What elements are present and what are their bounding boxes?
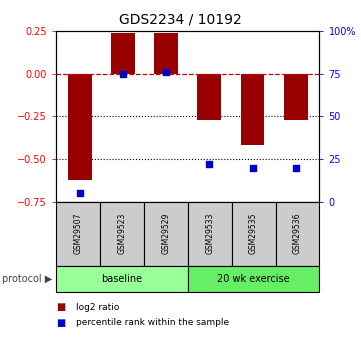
Bar — [154, 33, 178, 74]
Text: ■: ■ — [56, 318, 65, 327]
Text: GSM29536: GSM29536 — [293, 213, 302, 255]
Text: log2 ratio: log2 ratio — [76, 303, 119, 312]
Point — [206, 161, 212, 167]
Text: GSM29529: GSM29529 — [161, 213, 170, 254]
Bar — [68, 74, 92, 180]
Bar — [197, 74, 221, 120]
Text: GDS2234 / 10192: GDS2234 / 10192 — [119, 12, 242, 26]
Text: 20 wk exercise: 20 wk exercise — [217, 274, 290, 284]
Bar — [241, 74, 264, 146]
Text: percentile rank within the sample: percentile rank within the sample — [76, 318, 229, 327]
Point — [250, 165, 256, 170]
Point — [293, 165, 299, 170]
Text: GSM29523: GSM29523 — [117, 213, 126, 254]
Text: ■: ■ — [56, 302, 65, 312]
Text: baseline: baseline — [101, 274, 142, 284]
Bar — [284, 74, 308, 120]
Text: GSM29507: GSM29507 — [73, 213, 82, 255]
Text: GSM29535: GSM29535 — [249, 213, 258, 255]
Text: GSM29533: GSM29533 — [205, 213, 214, 255]
Point — [77, 190, 83, 196]
Point — [163, 69, 169, 75]
Bar — [111, 33, 135, 74]
Text: protocol ▶: protocol ▶ — [2, 274, 52, 284]
Point — [120, 71, 126, 77]
